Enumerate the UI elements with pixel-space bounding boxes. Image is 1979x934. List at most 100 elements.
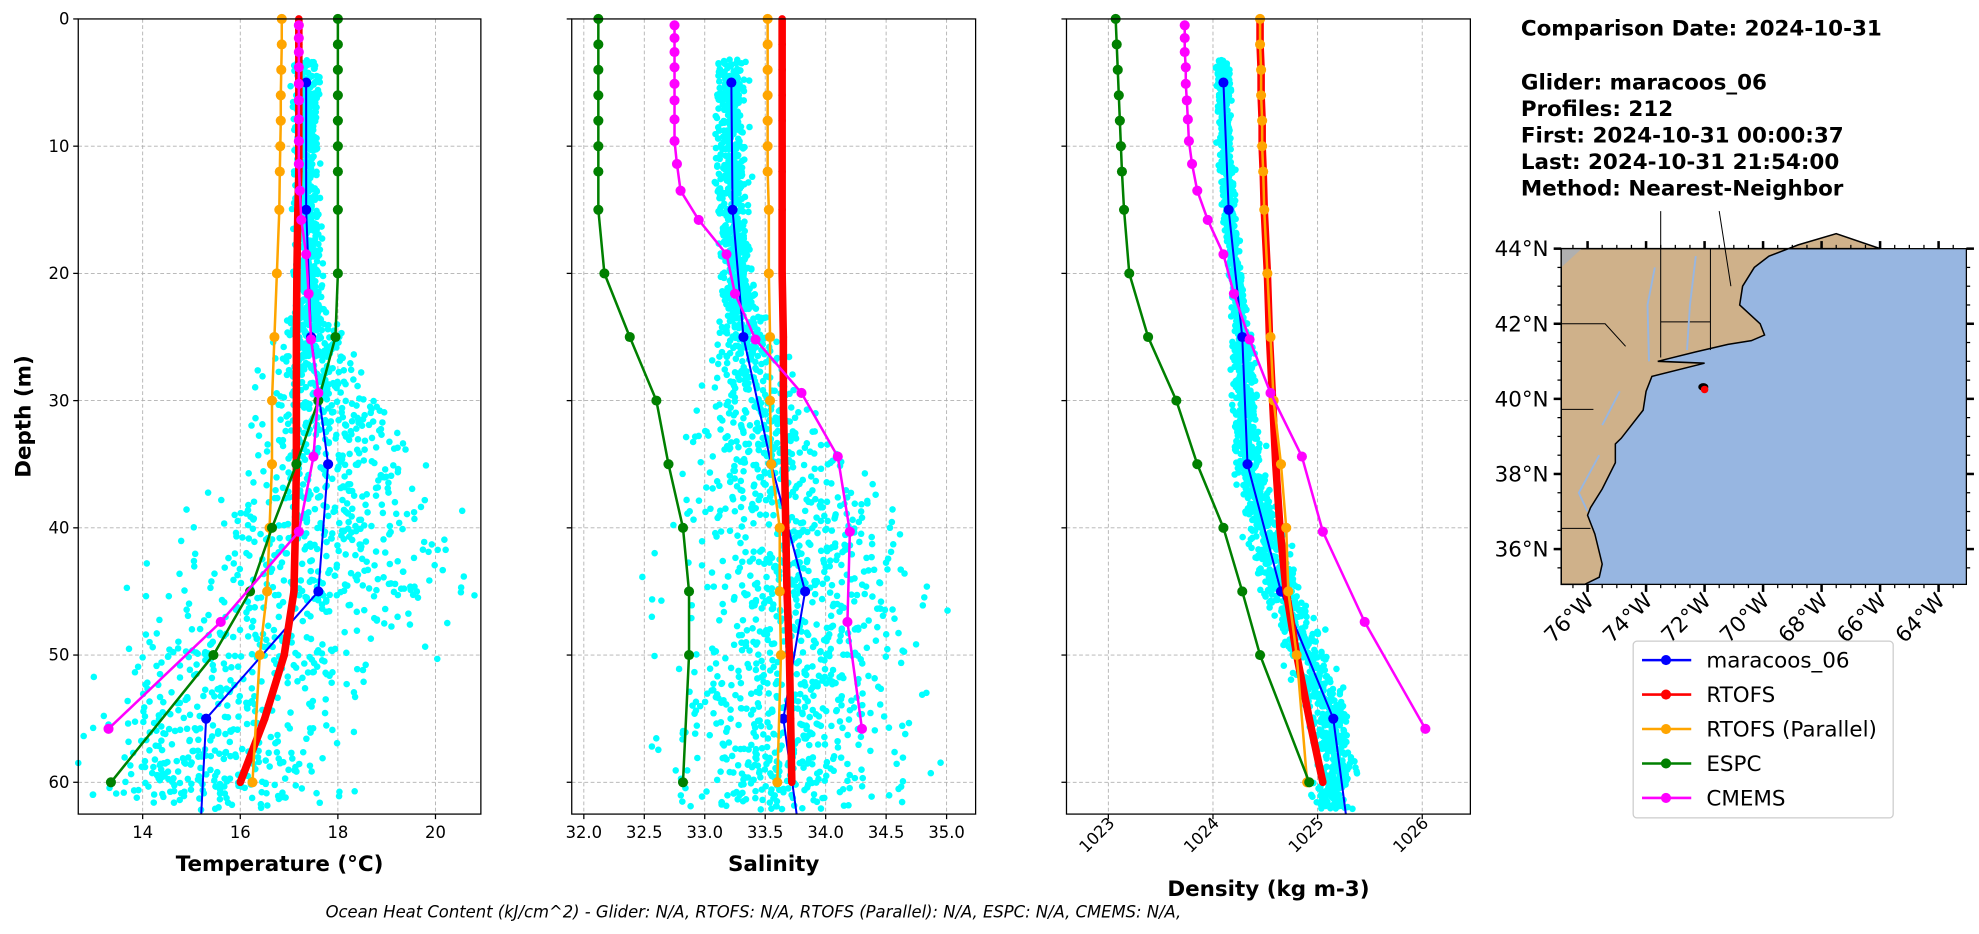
raw-glider-point	[800, 461, 808, 469]
raw-glider-point	[841, 541, 848, 549]
raw-glider-point	[170, 799, 178, 806]
raw-glider-point	[722, 802, 730, 810]
raw-glider-point	[313, 213, 321, 221]
raw-glider-point	[348, 417, 356, 425]
raw-glider-point	[796, 690, 804, 698]
data-point	[729, 288, 741, 299]
raw-glider-point	[225, 652, 232, 660]
raw-glider-point	[734, 308, 742, 316]
raw-glider-point	[717, 175, 724, 183]
raw-glider-point	[746, 422, 754, 429]
raw-glider-point	[237, 579, 245, 587]
y-tick-label: 40	[49, 519, 70, 538]
raw-glider-point	[853, 591, 861, 599]
raw-glider-point	[339, 496, 346, 504]
raw-glider-point	[805, 755, 813, 763]
raw-glider-point	[1256, 481, 1264, 489]
raw-glider-point	[812, 779, 820, 786]
raw-glider-point	[721, 583, 729, 591]
raw-glider-point	[895, 629, 902, 637]
raw-glider-point	[715, 105, 722, 112]
raw-glider-point	[333, 591, 341, 599]
raw-glider-point	[792, 493, 799, 501]
raw-glider-point	[220, 755, 228, 763]
raw-glider-point	[143, 560, 151, 567]
raw-glider-point	[372, 548, 380, 555]
raw-glider-point	[262, 780, 270, 788]
raw-glider-point	[788, 450, 796, 458]
data-point	[293, 158, 304, 170]
raw-glider-point	[308, 114, 316, 122]
data-point	[260, 714, 269, 723]
raw-glider-point	[341, 461, 349, 469]
raw-glider-point	[738, 202, 746, 210]
panel-frame	[77, 18, 482, 815]
data-point	[762, 64, 773, 75]
raw-glider-point	[222, 665, 229, 673]
raw-glider-point	[150, 799, 158, 806]
raw-glider-point	[788, 513, 796, 521]
raw-glider-point	[891, 615, 898, 622]
raw-glider-point	[386, 522, 394, 530]
raw-glider-point	[901, 730, 909, 738]
raw-glider-point	[743, 705, 750, 712]
raw-glider-point	[302, 383, 310, 391]
raw-glider-point	[225, 554, 232, 562]
raw-glider-point	[821, 665, 829, 673]
raw-glider-point	[806, 713, 813, 721]
raw-glider-point	[715, 60, 722, 68]
raw-glider-point	[718, 798, 726, 806]
raw-glider-point	[821, 741, 829, 748]
raw-glider-point	[345, 468, 353, 476]
raw-glider-point	[809, 428, 816, 435]
raw-glider-point	[886, 524, 894, 532]
raw-glider-point	[919, 602, 927, 609]
raw-glider-scatter	[1212, 56, 1361, 813]
series-rtofs-parallel-	[762, 13, 786, 788]
data-point	[323, 459, 334, 470]
raw-glider-point	[337, 353, 345, 360]
raw-glider-point	[402, 446, 409, 453]
raw-glider-point	[721, 446, 728, 453]
data-point	[765, 395, 776, 406]
raw-glider-point	[703, 484, 710, 491]
raw-glider-point	[353, 627, 361, 634]
raw-glider-point	[732, 745, 739, 752]
raw-glider-point	[737, 745, 744, 753]
raw-glider-point	[742, 548, 749, 556]
raw-glider-point	[710, 709, 717, 717]
raw-glider-point	[248, 685, 256, 692]
raw-glider-point	[410, 508, 418, 516]
raw-glider-point	[187, 786, 195, 793]
raw-glider-point	[380, 536, 387, 543]
raw-glider-point	[762, 373, 770, 380]
raw-glider-point	[318, 223, 325, 230]
raw-glider-point	[281, 775, 289, 782]
raw-glider-point	[313, 789, 320, 797]
raw-glider-point	[200, 692, 207, 700]
raw-glider-point	[692, 707, 700, 714]
raw-glider-point	[734, 796, 741, 803]
raw-glider-point	[80, 732, 87, 740]
raw-glider-point	[192, 726, 200, 734]
raw-glider-point	[168, 689, 175, 696]
data-point	[275, 90, 286, 101]
raw-glider-point	[791, 534, 799, 542]
raw-glider-point	[833, 600, 841, 608]
raw-glider-point	[141, 713, 149, 720]
y-tick-label: 10	[49, 137, 70, 156]
raw-glider-point	[141, 763, 149, 771]
raw-glider-point	[287, 452, 295, 459]
raw-glider-point	[174, 645, 182, 652]
raw-glider-point	[353, 665, 361, 673]
raw-glider-point	[851, 500, 859, 507]
raw-glider-point	[823, 575, 831, 582]
data-point	[778, 713, 789, 724]
data-point	[778, 40, 786, 49]
raw-glider-point	[720, 696, 727, 704]
data-point	[726, 77, 737, 88]
raw-glider-point	[754, 352, 762, 360]
raw-glider-point	[350, 376, 357, 383]
raw-glider-point	[648, 743, 656, 750]
